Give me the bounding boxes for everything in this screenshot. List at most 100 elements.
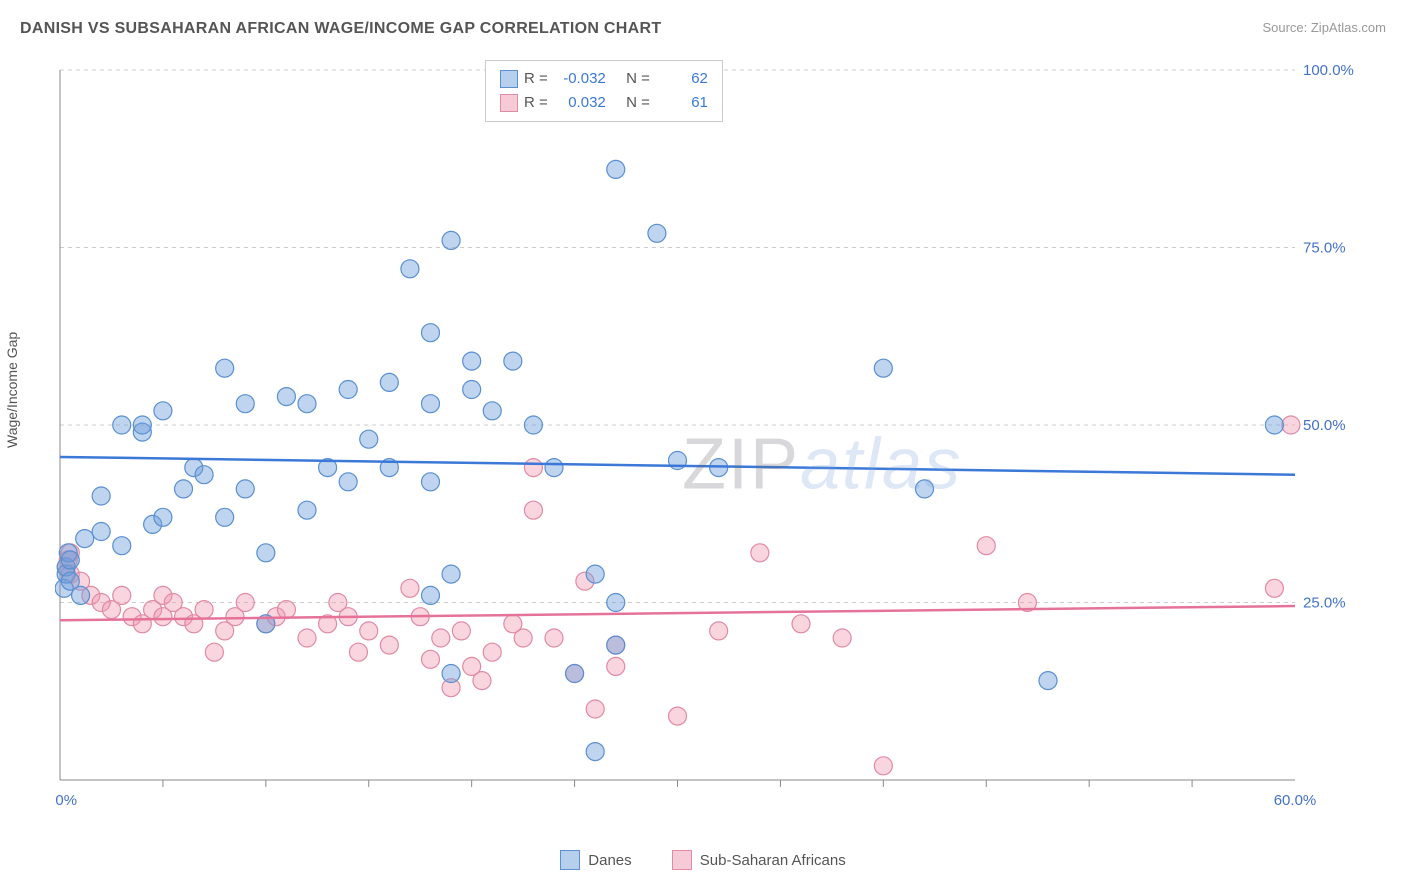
data-point [874,757,892,775]
legend-label-danes: Danes [588,852,631,869]
data-point [514,629,532,647]
data-point [216,508,234,526]
data-point [339,473,357,491]
data-point [360,430,378,448]
data-point [473,672,491,690]
data-point [1282,416,1300,434]
data-point [76,530,94,548]
data-point [524,416,542,434]
data-point [452,622,470,640]
data-point [586,700,604,718]
n-value-subsaharan: 61 [656,91,708,115]
data-point [236,480,254,498]
data-point [977,537,995,555]
chart-area: ZIPatlas R = -0.032 N = 62 R = 0.032 N =… [55,60,1365,820]
svg-text:25.0%: 25.0% [1303,595,1346,612]
data-point [61,551,79,569]
data-point [1039,672,1057,690]
data-point [607,594,625,612]
data-point [463,352,481,370]
data-point [1265,416,1283,434]
swatch-pink [500,94,518,112]
data-point [524,459,542,477]
data-point [205,643,223,661]
data-point [298,629,316,647]
data-point [277,601,295,619]
n-value-danes: 62 [656,67,708,91]
data-point [401,579,419,597]
data-point [504,352,522,370]
data-point [607,160,625,178]
data-point [524,501,542,519]
data-point [422,324,440,342]
stat-row-subsaharan: R = 0.032 N = 61 [500,91,708,115]
data-point [360,622,378,640]
data-point [792,615,810,633]
legend-item-subsaharan: Sub-Saharan Africans [672,850,846,870]
data-point [236,594,254,612]
data-point [154,508,172,526]
source-attribution: Source: ZipAtlas.com [1262,20,1386,35]
svg-text:50.0%: 50.0% [1303,417,1346,434]
bottom-legend: Danes Sub-Saharan Africans [0,850,1406,874]
data-point [216,359,234,377]
data-point [401,260,419,278]
svg-text:0.0%: 0.0% [55,792,77,809]
data-point [1265,579,1283,597]
data-point [607,657,625,675]
data-point [72,586,90,604]
data-point [669,707,687,725]
data-point [751,544,769,562]
legend-item-danes: Danes [560,850,631,870]
data-point [175,480,193,498]
legend-label-subsaharan: Sub-Saharan Africans [700,852,846,869]
r-value-subsaharan: 0.032 [554,91,606,115]
data-point [422,395,440,413]
data-point [432,629,450,647]
data-point [236,395,254,413]
y-axis-label: Wage/Income Gap [4,332,20,448]
data-point [833,629,851,647]
data-point [195,601,213,619]
svg-text:60.0%: 60.0% [1274,792,1317,809]
data-point [113,537,131,555]
data-point [298,501,316,519]
data-point [422,586,440,604]
data-point [874,359,892,377]
data-point [349,643,367,661]
data-point [566,665,584,683]
data-point [422,473,440,491]
data-point [92,523,110,541]
scatter-plot: 25.0% 50.0% 75.0% 100.0% 0.0% 60.0% [55,60,1365,820]
data-point [483,402,501,420]
data-point [195,466,213,484]
data-point [916,480,934,498]
data-point [154,402,172,420]
data-point [442,665,460,683]
data-point [133,416,151,434]
svg-text:75.0%: 75.0% [1303,240,1346,257]
data-point [607,636,625,654]
swatch-blue [500,70,518,88]
data-point [545,629,563,647]
legend-swatch-blue [560,850,580,870]
data-point [380,636,398,654]
data-point [339,381,357,399]
svg-text:100.0%: 100.0% [1303,62,1354,79]
r-label: R = [524,91,548,115]
n-label: N = [626,91,650,115]
data-point [442,565,460,583]
data-point [442,231,460,249]
data-point [648,224,666,242]
source-link[interactable]: ZipAtlas.com [1311,20,1386,35]
data-point [380,373,398,391]
stat-row-danes: R = -0.032 N = 62 [500,67,708,91]
r-value-danes: -0.032 [554,67,606,91]
data-point [422,650,440,668]
stat-legend: R = -0.032 N = 62 R = 0.032 N = 61 [485,60,723,122]
n-label: N = [626,67,650,91]
data-point [463,381,481,399]
data-point [710,622,728,640]
data-point [545,459,563,477]
data-point [586,743,604,761]
